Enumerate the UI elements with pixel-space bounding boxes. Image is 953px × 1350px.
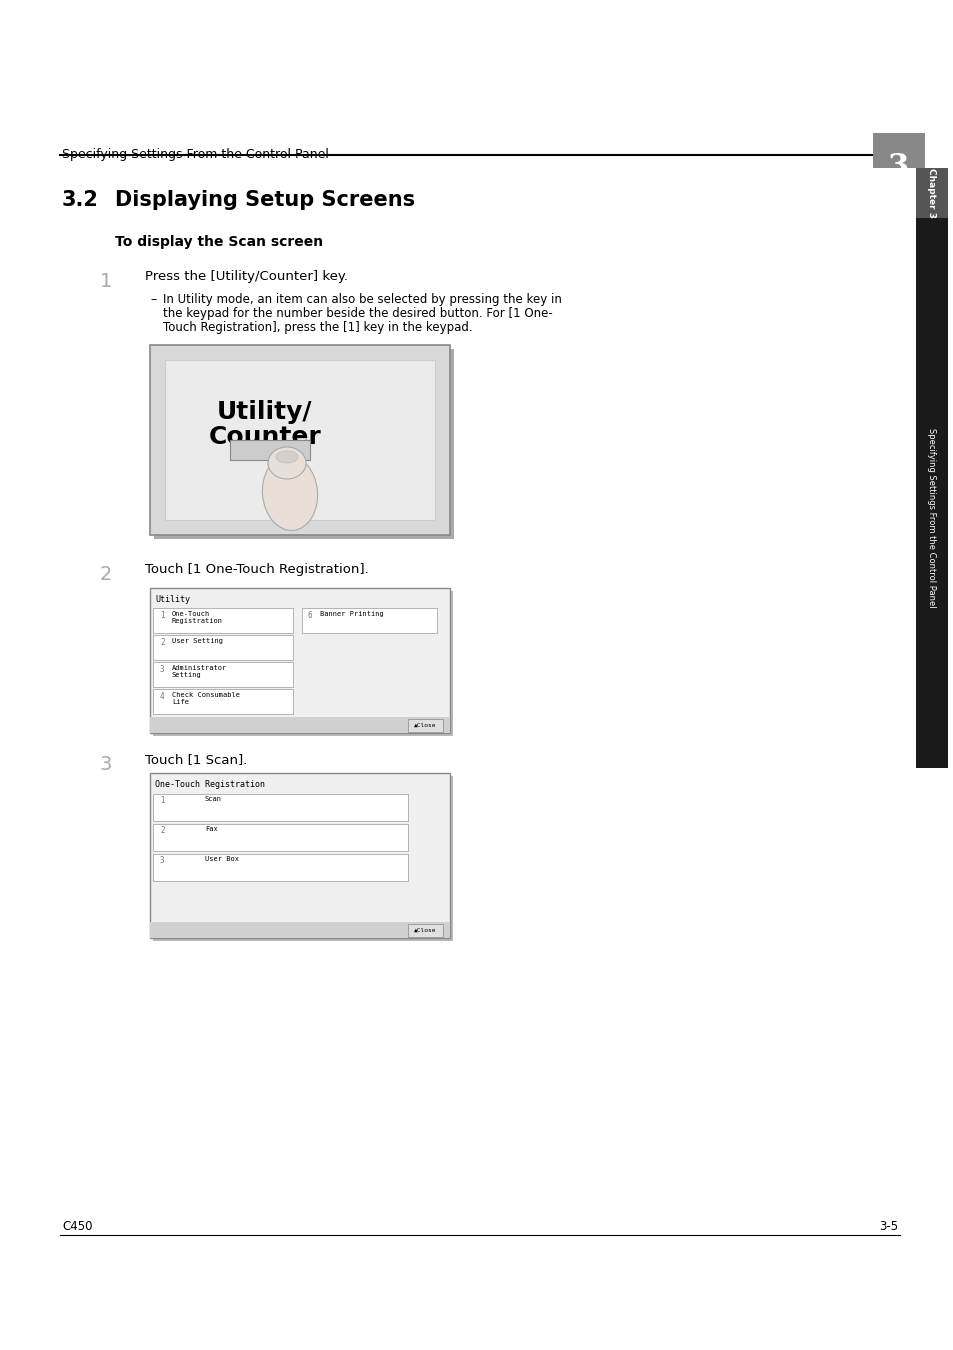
Bar [152,608,293,633]
Text: 1: 1 [100,271,112,292]
Bar [152,824,408,850]
Text: To display the Scan screen: To display the Scan screen [115,235,323,248]
Text: Counter: Counter [209,425,321,450]
Bar [150,922,450,938]
Ellipse shape [268,447,306,479]
Bar [152,688,293,714]
Bar [150,589,450,733]
Text: Specifying Settings From the Control Panel: Specifying Settings From the Control Pan… [926,428,936,608]
Text: Press the [Utility/Counter] key.: Press the [Utility/Counter] key. [145,270,348,284]
Bar [150,717,450,733]
Text: 6: 6 [308,612,313,620]
Text: 3.2: 3.2 [62,190,99,211]
Bar [165,360,435,520]
Text: 3: 3 [887,153,909,184]
Text: One-Touch
Registration: One-Touch Registration [172,612,223,624]
Text: ▲Close: ▲Close [414,927,436,933]
Bar [150,774,450,938]
Bar [408,720,442,732]
Text: Touch Registration], press the [1] key in the keypad.: Touch Registration], press the [1] key i… [163,321,472,333]
Text: –: – [150,293,156,306]
Text: Banner Printing: Banner Printing [319,612,383,617]
Bar [152,794,408,821]
Bar [153,350,454,539]
Ellipse shape [275,451,297,463]
Text: Displaying Setup Screens: Displaying Setup Screens [115,190,415,211]
Text: User Setting: User Setting [172,639,223,644]
Text: 1: 1 [160,612,165,620]
Bar [408,923,442,937]
Text: the keypad for the number beside the desired button. For [1 One-: the keypad for the number beside the des… [163,306,552,320]
Text: Fax: Fax [205,826,217,832]
Text: One-Touch Registration: One-Touch Registration [154,780,265,788]
Bar [872,134,924,167]
Text: 3-5: 3-5 [878,1220,897,1233]
Text: In Utility mode, an item can also be selected by pressing the key in: In Utility mode, an item can also be sel… [163,293,561,306]
Text: 4: 4 [160,693,165,701]
Text: 3: 3 [100,755,112,774]
Text: Touch [1 One-Touch Registration].: Touch [1 One-Touch Registration]. [145,563,369,576]
Bar [152,591,453,736]
Text: Specifying Settings From the Control Panel: Specifying Settings From the Control Pan… [62,148,329,161]
Bar [230,440,310,460]
Bar [150,774,450,938]
Text: ▲Close: ▲Close [414,724,436,728]
Text: Touch [1 Scan].: Touch [1 Scan]. [145,753,247,765]
Bar [150,589,450,733]
Ellipse shape [262,455,317,531]
Text: Utility: Utility [154,595,190,603]
Text: Chapter 3: Chapter 3 [926,167,936,217]
Bar [915,167,947,768]
Text: User Box: User Box [205,856,239,863]
Text: 3: 3 [160,856,165,865]
Text: 2: 2 [160,639,165,647]
Bar [302,608,436,633]
Bar [152,662,293,687]
Text: Utility/: Utility/ [217,400,313,424]
Bar [152,855,408,882]
Text: Administrator
Setting: Administrator Setting [172,666,227,678]
Text: Scan: Scan [205,796,222,802]
Text: 1: 1 [160,796,165,805]
Text: Check Consumable
Life: Check Consumable Life [172,693,240,705]
Text: 3: 3 [160,666,165,674]
Text: 2: 2 [160,826,165,836]
Bar [152,634,293,660]
Bar [915,167,947,217]
Text: C450: C450 [62,1220,92,1233]
Bar [150,346,450,535]
Bar [152,776,453,941]
Text: 2: 2 [100,566,112,585]
